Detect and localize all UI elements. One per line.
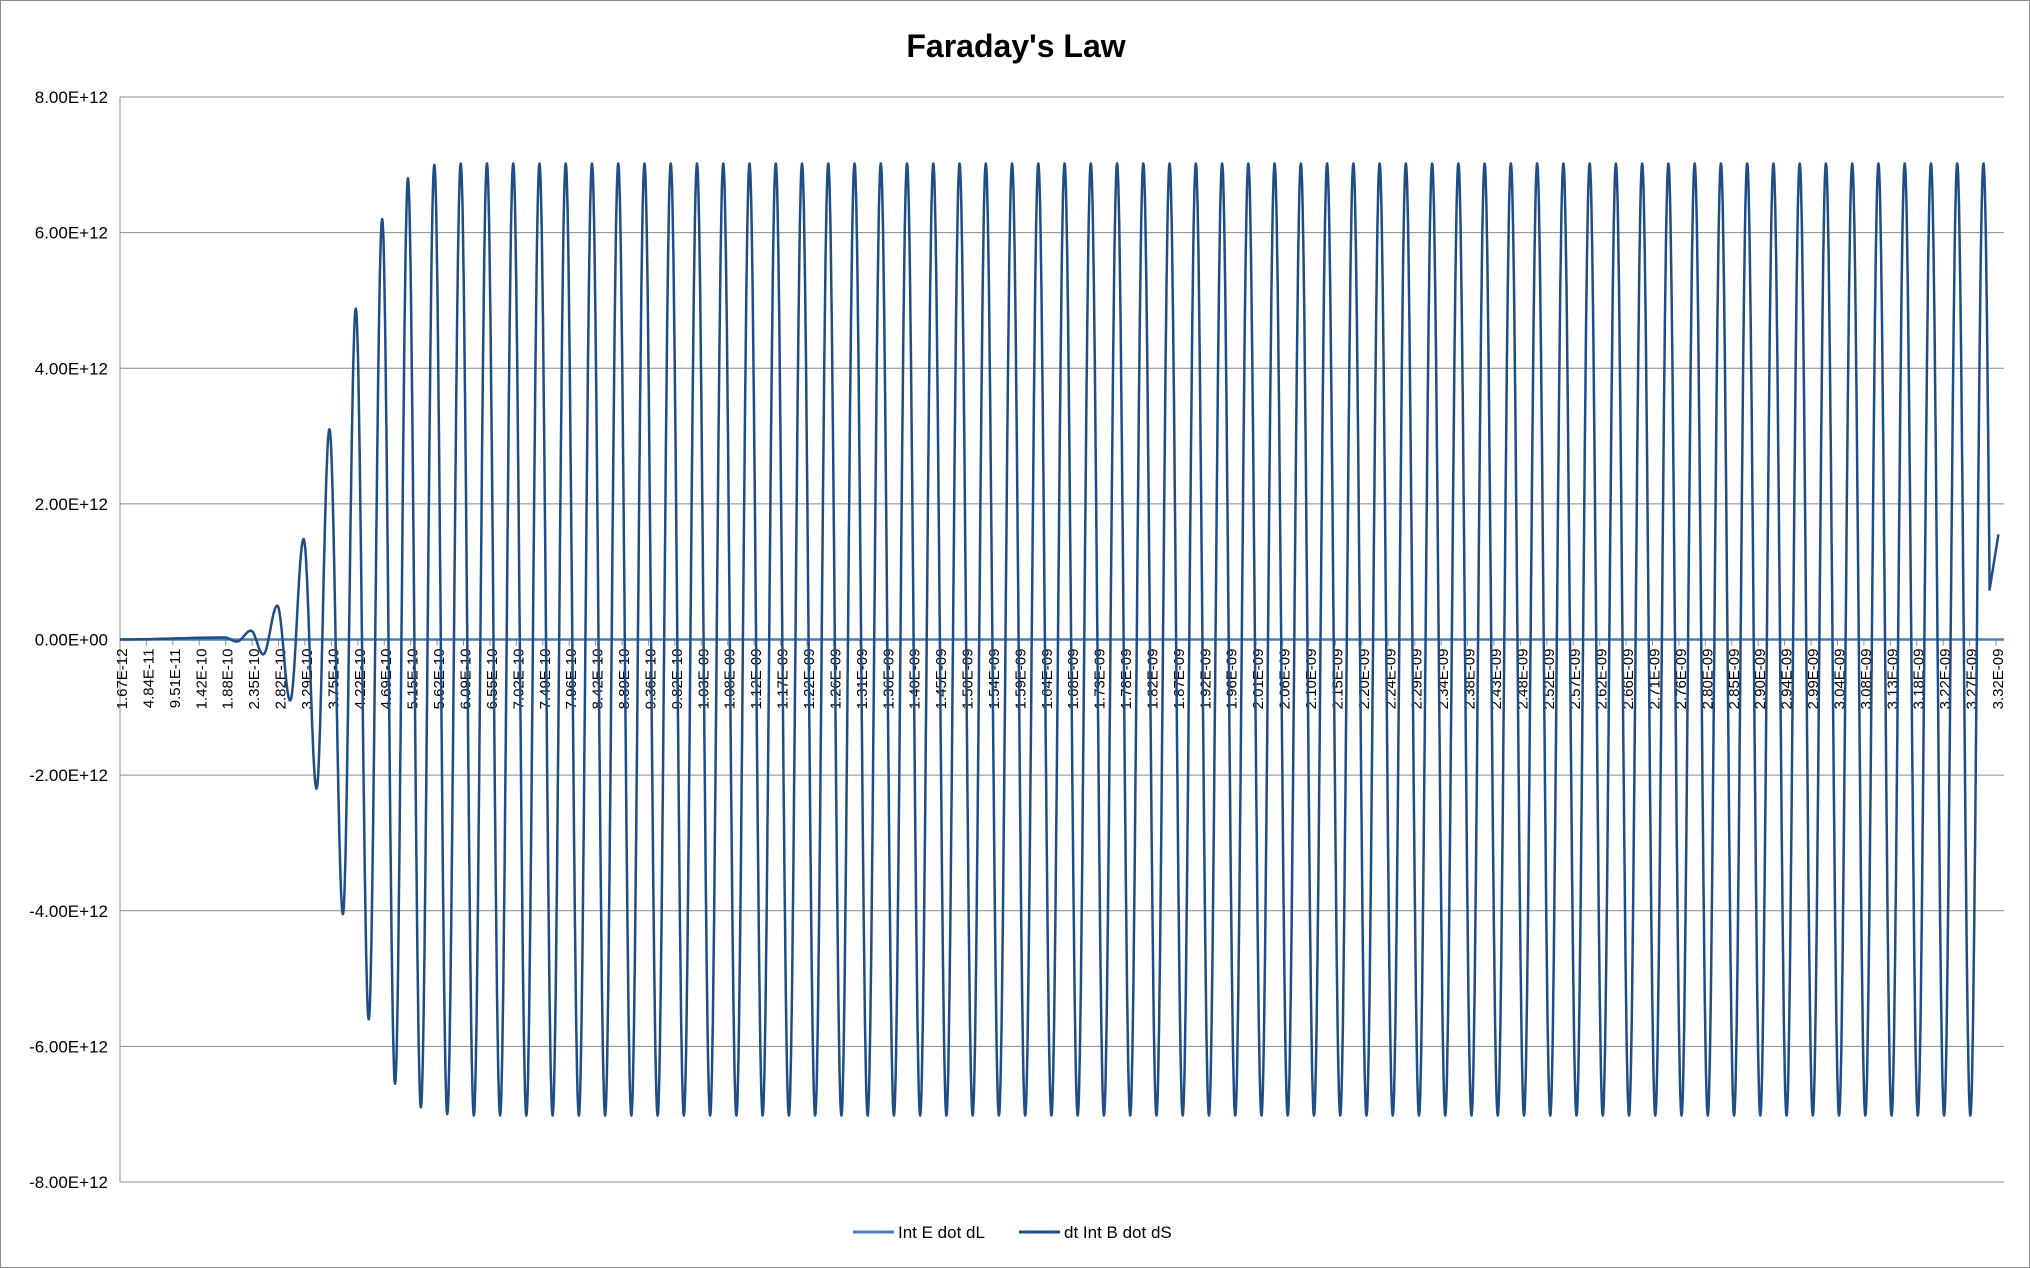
x-tick-label: 1.45E-09: [933, 649, 950, 710]
x-tick-label: 2.85E-09: [1726, 649, 1743, 710]
x-tick-label: 1.40E-09: [907, 649, 924, 710]
chart-title: Faraday's Law: [906, 28, 1125, 64]
x-tick-label: 1.50E-09: [960, 649, 977, 710]
x-tick-label: 2.20E-09: [1356, 649, 1373, 710]
plot-series: [120, 162, 2004, 1117]
y-tick-label: -6.00E+12: [29, 1037, 108, 1056]
y-tick-label: 2.00E+12: [35, 495, 108, 514]
x-tick-label: 4.22E-10: [352, 649, 369, 710]
series-dt-int-b-dot-ds: [120, 162, 2000, 1117]
x-tick-label: 3.29E-10: [299, 649, 316, 710]
x-tick-label: 1.64E-09: [1039, 649, 1056, 710]
x-tick-label: 2.06E-09: [1277, 649, 1294, 710]
x-tick-label: 2.90E-09: [1752, 649, 1769, 710]
x-tick-label: 4.84E-11: [140, 649, 157, 709]
x-tick-label: 1.73E-09: [1092, 649, 1109, 710]
x-tick-label: 1.42E-10: [193, 649, 210, 710]
y-tick-label: -8.00E+12: [29, 1173, 108, 1192]
x-tick-label: 5.62E-10: [431, 649, 448, 710]
x-tick-label: 1.92E-09: [1197, 649, 1214, 710]
y-tick-label: -2.00E+12: [29, 766, 108, 785]
legend-label-dt-int-b: dt Int B dot dS: [1064, 1223, 1172, 1242]
x-tick-label: 2.01E-09: [1250, 649, 1267, 710]
x-tick-label: 4.69E-10: [378, 649, 395, 710]
x-tick-label: 2.24E-09: [1382, 649, 1399, 710]
x-tick-label: 9.51E-11: [167, 649, 184, 709]
x-tick-label: 2.15E-09: [1329, 649, 1346, 710]
x-tick-label: 3.27E-09: [1964, 649, 1981, 710]
x-tick-label: 1.87E-09: [1171, 649, 1188, 710]
y-tick-label: 8.00E+12: [35, 88, 108, 107]
x-tick-label: 2.80E-09: [1699, 649, 1716, 710]
x-tick-label: 1.54E-09: [986, 649, 1003, 710]
y-tick-label: 6.00E+12: [35, 224, 108, 243]
x-tick-label: 1.88E-10: [220, 649, 237, 710]
legend-label-int-e: Int E dot dL: [898, 1223, 985, 1242]
x-tick-label: 1.59E-09: [1012, 649, 1029, 710]
x-tick-label: 1.78E-09: [1118, 649, 1135, 710]
y-axis-ticks: 8.00E+12 6.00E+12 4.00E+12 2.00E+12 0.00E+00…: [29, 88, 108, 1192]
x-tick-label: 1.68E-09: [1065, 649, 1082, 710]
x-tick-label: 2.10E-09: [1303, 649, 1320, 710]
legend: Int E dot dL dt Int B dot dS: [853, 1223, 1172, 1242]
x-tick-label: 7.02E-10: [510, 649, 527, 710]
x-tick-label: 5.15E-10: [405, 649, 422, 710]
x-tick-label: 2.76E-09: [1673, 649, 1690, 710]
y-tick-label: 0.00E+00: [35, 631, 108, 650]
y-tick-label: -4.00E+12: [29, 902, 108, 921]
x-tick-label: 2.94E-09: [1779, 649, 1796, 710]
x-tick-label: 2.29E-09: [1409, 649, 1426, 710]
x-tick-label: 2.66E-09: [1620, 649, 1637, 710]
y-tick-label: 4.00E+12: [35, 359, 108, 378]
x-tick-label: 1.82E-09: [1144, 649, 1161, 710]
x-tick-label: 6.09E-10: [457, 649, 474, 710]
x-axis-ticks: 1.67E-12 4.84E-11 9.51E-11 1.42E-10 1.88E-10…: [114, 639, 2007, 710]
x-tick-label: 1.96E-09: [1224, 649, 1241, 710]
x-tick-label: 2.35E-10: [246, 649, 263, 710]
x-tick-label: 2.71E-09: [1647, 649, 1664, 710]
x-tick-label: 3.32E-09: [1990, 649, 2007, 710]
x-tick-label: 3.75E-10: [325, 649, 342, 710]
x-tick-label: 6.55E-10: [484, 649, 501, 710]
x-tick-label: 1.67E-12: [114, 649, 131, 710]
